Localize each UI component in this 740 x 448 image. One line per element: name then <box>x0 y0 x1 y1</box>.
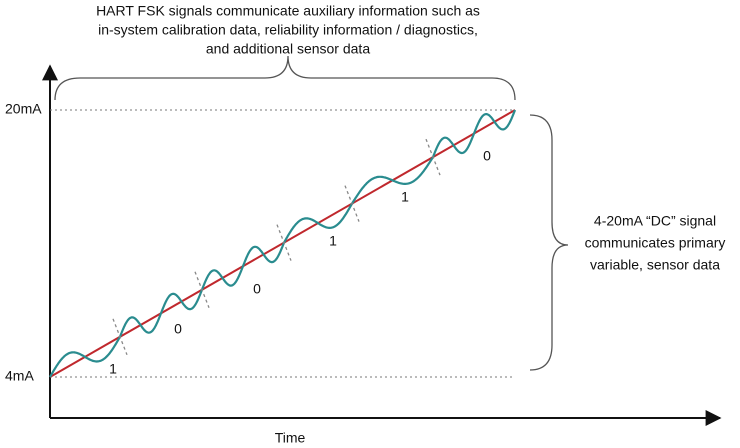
annotation-line: HART FSK signals communicate auxiliary i… <box>96 3 480 19</box>
bit-label: 0 <box>174 321 182 337</box>
annotation-line: in-system calibration data, reliability … <box>98 22 478 38</box>
fsk-signal <box>49 109 517 378</box>
bit-boundary <box>425 138 441 176</box>
top-brace <box>54 55 516 101</box>
y-label: 20mA <box>5 101 42 117</box>
right-annotation: 4-20mA “DC” signal communicates primary va… <box>585 213 726 273</box>
bit-boundary <box>344 185 360 222</box>
annotation-line: variable, sensor data <box>590 257 720 273</box>
annotation-line: 4-20mA “DC” signal <box>594 213 716 229</box>
bit-boundary <box>112 318 128 356</box>
bit-label: 1 <box>401 189 409 205</box>
y-label: 4mA <box>5 368 34 384</box>
annotation-line: communicates primary <box>585 235 726 251</box>
bit-label: 1 <box>109 361 117 377</box>
bit-label: 0 <box>253 281 261 297</box>
bit-boundary <box>276 224 292 261</box>
annotation-line: and additional sensor data <box>206 41 370 57</box>
bit-label: 1 <box>329 233 337 249</box>
right-brace <box>529 114 569 371</box>
bit-boundary <box>194 271 210 308</box>
bit-label: 0 <box>483 148 491 164</box>
top-annotation: HART FSK signals communicate auxiliary i… <box>96 3 480 57</box>
x-label: Time <box>275 430 306 446</box>
